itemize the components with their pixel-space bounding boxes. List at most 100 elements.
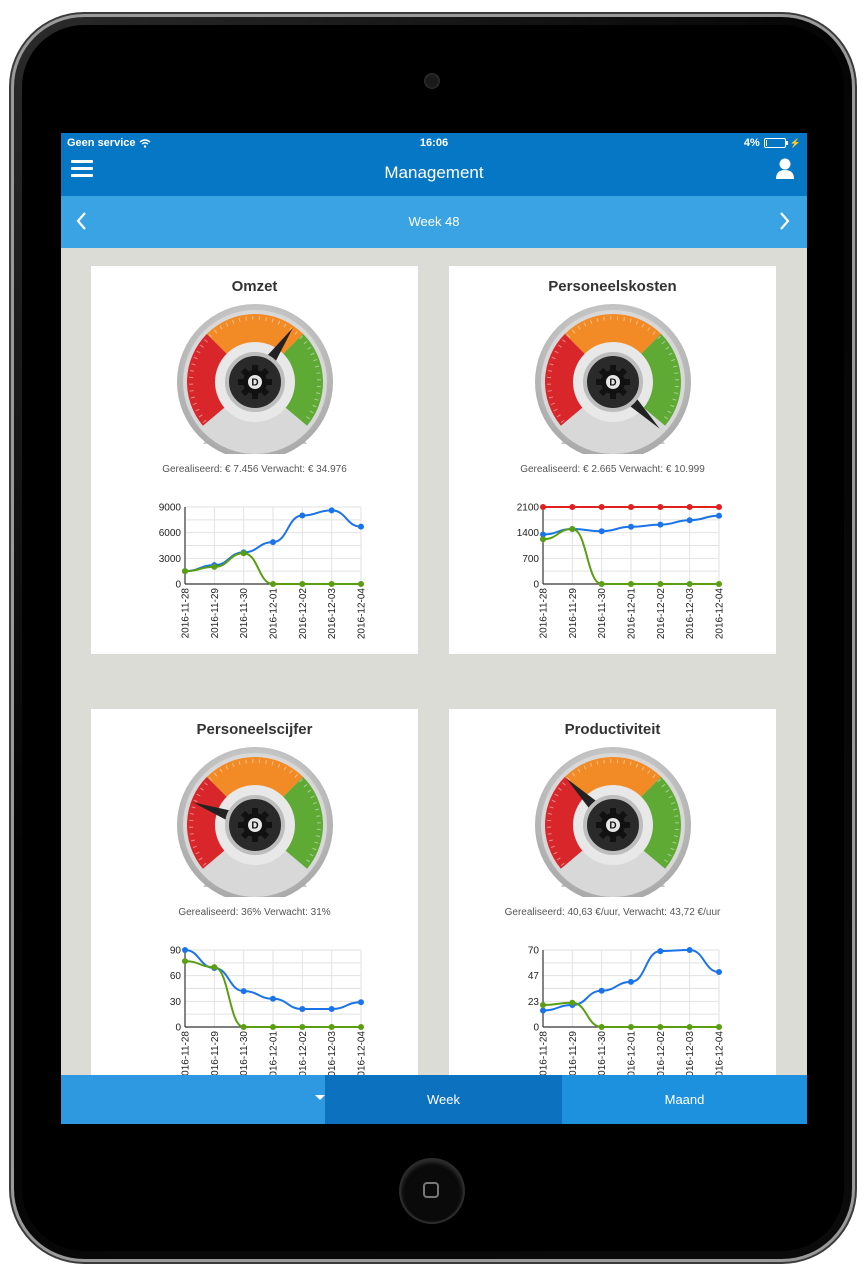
x-tick-label: 2016-11-30 xyxy=(239,1031,250,1082)
data-point-green xyxy=(328,581,335,587)
status-time: 16:06 xyxy=(419,137,449,149)
x-tick-label: 2016-12-03 xyxy=(327,1031,338,1083)
data-point-green xyxy=(598,1024,605,1030)
data-point-green xyxy=(628,1024,634,1030)
card-title: Productiviteit xyxy=(564,721,661,738)
x-tick-label: 2016-12-03 xyxy=(685,588,696,640)
next-week-chevron-icon[interactable] xyxy=(779,211,791,235)
data-point-blue xyxy=(540,1007,546,1014)
charging-icon: ⚡ xyxy=(789,137,801,148)
x-tick-label: 2016-12-01 xyxy=(627,1031,638,1083)
data-point-green xyxy=(598,581,605,587)
data-point-green xyxy=(211,563,218,570)
kpi-card-omzet[interactable]: Omzet D Gerealiseerd: € 7.456 Verwacht: … xyxy=(91,266,418,654)
data-point-blue xyxy=(598,987,605,994)
line-chart: 0 30 60 90 2016-11-28 2016-11-29 2016-11-30 201… xyxy=(170,946,368,1083)
data-point-blue xyxy=(182,947,188,953)
hamburger-menu-icon[interactable] xyxy=(71,160,93,180)
data-point-blue xyxy=(328,1006,335,1013)
data-point-red xyxy=(569,504,576,510)
tab-month[interactable]: Maand xyxy=(562,1075,807,1124)
x-tick-label: 2016-12-04 xyxy=(357,1031,368,1083)
gauge-dial-icon: D xyxy=(533,304,693,460)
data-point-green xyxy=(569,999,576,1006)
data-point-red xyxy=(628,504,634,510)
data-point-green xyxy=(240,1024,247,1030)
data-point-green xyxy=(182,568,188,575)
data-point-green xyxy=(211,964,218,971)
card-title: Personeelscijfer xyxy=(196,721,313,738)
data-point-green xyxy=(540,536,546,543)
data-point-blue xyxy=(628,978,634,985)
x-tick-label: 2016-12-03 xyxy=(685,1031,696,1083)
data-point-blue xyxy=(716,512,722,519)
x-tick-label: 2016-12-04 xyxy=(715,588,726,640)
data-point-blue xyxy=(299,1006,306,1013)
user-profile-icon[interactable] xyxy=(775,158,795,180)
line-chart: 0 700 1400 2100 2016-11-28 2016-11-29 2016-11-… xyxy=(517,503,726,640)
card-caption: Gerealiseerd: 36% Verwacht: 31% xyxy=(178,907,331,918)
battery-percent: 4% xyxy=(743,137,760,149)
card-title: Omzet xyxy=(231,278,278,295)
page-title: Management xyxy=(384,163,484,182)
data-point-green xyxy=(686,581,693,587)
status-bar: Geen service 16:06 4% ⚡ xyxy=(61,133,807,153)
battery-indicator: 4% ⚡ xyxy=(744,137,801,149)
y-tick-label: 90 xyxy=(170,946,182,957)
data-point-green xyxy=(657,1024,664,1030)
data-point-blue xyxy=(358,523,364,530)
previous-week-chevron-icon[interactable] xyxy=(75,211,87,235)
data-point-green xyxy=(716,581,722,587)
data-point-red xyxy=(686,504,693,510)
data-point-blue xyxy=(270,539,276,546)
period-tab-bar: Week Maand xyxy=(61,1075,807,1124)
y-tick-label: 30 xyxy=(170,997,182,1008)
y-tick-label: 23 xyxy=(528,997,540,1008)
svg-text:D: D xyxy=(609,378,616,389)
data-point-blue xyxy=(686,517,693,524)
y-tick-label: 3000 xyxy=(159,554,182,565)
data-point-blue xyxy=(598,528,605,535)
data-point-blue xyxy=(716,969,722,975)
data-point-green xyxy=(240,550,247,557)
kpi-card-personeelskosten[interactable]: Personeelskosten D Gerealiseerd: € 2.665… xyxy=(449,266,776,654)
x-tick-label: 2016-12-04 xyxy=(715,1031,726,1083)
data-point-green xyxy=(628,581,634,587)
y-tick-label: 70 xyxy=(528,946,540,957)
week-label: Week 48 xyxy=(408,214,460,229)
carrier-label: Geen service xyxy=(67,137,151,149)
home-button[interactable] xyxy=(401,1160,463,1222)
period-dropdown[interactable] xyxy=(61,1075,325,1124)
x-tick-label: 2016-11-29 xyxy=(210,588,221,639)
y-tick-label: 1400 xyxy=(517,528,540,539)
kpi-card-personeelscijfer[interactable]: Personeelscijfer D Gerealiseerd: 36% Ver… xyxy=(91,709,418,1097)
card-caption: Gerealiseerd: € 2.665 Verwacht: € 10.999 xyxy=(520,464,705,475)
data-point-green xyxy=(270,1024,276,1030)
data-point-green xyxy=(686,1024,693,1030)
x-tick-label: 2016-11-28 xyxy=(181,588,192,639)
week-navigator: Week 48 xyxy=(61,196,807,248)
x-tick-label: 2016-11-29 xyxy=(568,1031,579,1082)
x-tick-label: 2016-12-02 xyxy=(298,588,309,640)
data-point-green xyxy=(657,581,664,587)
data-point-red xyxy=(540,504,546,510)
card-caption: Gerealiseerd: € 7.456 Verwacht: € 34.976 xyxy=(162,464,347,475)
y-tick-label: 2100 xyxy=(517,503,540,514)
svg-text:D: D xyxy=(251,821,258,832)
x-tick-label: 2016-12-03 xyxy=(327,588,338,640)
x-tick-label: 2016-11-29 xyxy=(210,1031,221,1082)
y-tick-label: 0 xyxy=(533,580,539,591)
data-point-green xyxy=(328,1024,335,1030)
x-tick-label: 2016-12-01 xyxy=(269,588,280,640)
x-tick-label: 2016-12-04 xyxy=(357,588,368,640)
y-tick-label: 47 xyxy=(528,971,540,982)
data-point-blue xyxy=(240,988,247,995)
y-tick-label: 9000 xyxy=(159,503,182,514)
y-tick-label: 700 xyxy=(522,554,539,565)
tab-week[interactable]: Week xyxy=(325,1075,562,1124)
data-point-red xyxy=(657,504,664,510)
kpi-card-productiviteit[interactable]: Productiviteit D Gerealiseerd: 40,63 €/u… xyxy=(449,709,776,1097)
data-point-red xyxy=(598,504,605,510)
x-tick-label: 2016-12-02 xyxy=(656,588,667,640)
data-point-blue xyxy=(540,531,546,538)
